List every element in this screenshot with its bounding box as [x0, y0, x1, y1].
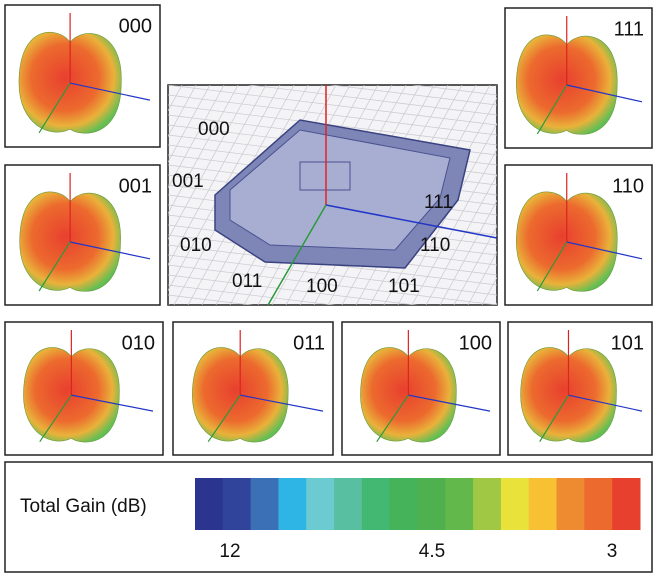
grid-line	[168, 274, 418, 305]
panel-label: 011	[293, 332, 325, 354]
panel-label: 100	[459, 332, 492, 354]
colorbar-legend: Total Gain (dB) 12 4.5 3	[4, 461, 653, 573]
x-axis	[536, 241, 568, 292]
grid-line	[453, 225, 497, 305]
grid-line	[411, 148, 497, 305]
y-axis	[69, 241, 151, 260]
legend-title: Total Gain (dB)	[20, 496, 147, 517]
model-label: 001	[172, 171, 204, 192]
pattern-panel: 101	[507, 321, 653, 456]
colorbar-swatch	[334, 478, 363, 530]
y-axis	[325, 204, 498, 239]
x-axis	[536, 84, 568, 135]
colorbar-swatch	[528, 478, 558, 530]
y-axis	[568, 394, 643, 412]
grid-line	[168, 294, 254, 305]
colorbar-swatch	[222, 478, 252, 530]
colorbar-tick-label: 3	[607, 541, 618, 562]
panel-label: 010	[122, 332, 155, 354]
colorbar-swatch	[473, 478, 502, 530]
colorbar-tick-label: 12	[219, 541, 240, 562]
grid-line	[425, 174, 497, 305]
colorbar-swatch	[417, 478, 446, 530]
grid-line	[168, 85, 267, 266]
grid-line	[168, 85, 211, 163]
grid-line	[168, 5, 497, 45]
y-axis	[71, 394, 154, 412]
grid-line	[329, 85, 497, 106]
x-axis	[39, 394, 72, 443]
model-label: 101	[388, 276, 420, 297]
grid-line	[168, 264, 497, 305]
panel-label: 000	[119, 15, 152, 37]
y-axis	[566, 84, 643, 103]
colorbar-swatch	[500, 478, 530, 530]
grid-line	[168, 0, 497, 5]
colorbar-swatch	[195, 478, 224, 530]
grid-line	[168, 25, 497, 65]
grid-line	[494, 85, 497, 86]
grid-line	[411, 85, 497, 96]
x-axis	[38, 241, 71, 292]
pattern-panel: 110	[504, 164, 653, 306]
colorbar-swatch	[584, 478, 613, 530]
grid-line	[467, 251, 497, 305]
colorbar-swatch	[361, 478, 391, 530]
grid-line	[168, 85, 253, 240]
x-axis	[539, 394, 569, 443]
grid-line	[247, 85, 497, 116]
pattern-panel: 111	[504, 7, 653, 149]
model-label: 111	[424, 192, 453, 213]
model-label: 000	[198, 119, 230, 140]
grid-line	[168, 15, 497, 55]
grid-line	[168, 35, 497, 75]
model-label: 100	[306, 276, 338, 297]
pattern-panel: 100	[341, 321, 501, 456]
panel-label: 111	[614, 18, 644, 40]
device-chip	[299, 161, 351, 191]
grid-line	[168, 85, 197, 138]
grid-line	[439, 199, 497, 305]
model-label: 110	[420, 235, 450, 256]
x-axis	[267, 204, 327, 306]
y-axis	[240, 394, 324, 412]
y-axis	[69, 82, 151, 101]
colorbar-swatch	[306, 478, 335, 530]
grid-line	[168, 85, 497, 126]
grid-line	[168, 94, 497, 136]
grid-line	[168, 284, 336, 305]
grid-line	[168, 85, 225, 189]
colorbar-tick-label: 4.5	[419, 541, 445, 562]
grid-line	[168, 0, 497, 35]
x-axis	[38, 82, 71, 134]
model-label: 011	[232, 271, 262, 292]
x-axis	[376, 394, 409, 443]
grid-line	[168, 85, 239, 215]
colorbar-swatch	[445, 478, 474, 530]
model-label: 010	[180, 235, 212, 256]
colorbar-swatch	[389, 478, 418, 530]
colorbar-swatch	[278, 478, 307, 530]
colorbar-swatch	[612, 478, 641, 530]
pattern-panel: 011	[172, 321, 334, 456]
colorbar-swatch	[556, 478, 585, 530]
pattern-panel: 010	[4, 321, 164, 456]
pattern-panel: 001	[4, 164, 161, 306]
pattern-panels: 000 111 001 110 010 011 100 101	[4, 4, 653, 456]
grid-line	[168, 254, 497, 296]
panel-label: 101	[611, 332, 644, 354]
x-axis	[207, 394, 241, 443]
pattern-panel: 000	[4, 4, 161, 148]
panel-label: 110	[612, 175, 644, 197]
grid-line	[168, 0, 497, 15]
y-axis	[408, 394, 491, 412]
panel-label: 001	[119, 175, 152, 197]
grid-line	[168, 0, 497, 25]
colorbar-swatch	[250, 478, 279, 530]
y-axis	[566, 241, 643, 260]
